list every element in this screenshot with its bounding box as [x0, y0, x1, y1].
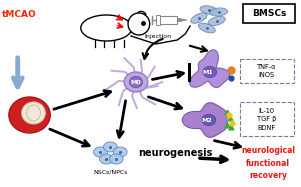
Ellipse shape: [210, 8, 228, 16]
Ellipse shape: [22, 102, 45, 124]
FancyBboxPatch shape: [240, 59, 293, 83]
Bar: [156, 15, 160, 25]
Text: neurogenesis: neurogenesis: [138, 148, 213, 158]
Ellipse shape: [208, 16, 225, 25]
Polygon shape: [177, 18, 187, 22]
Polygon shape: [190, 50, 230, 88]
Text: M0: M0: [131, 79, 141, 85]
Ellipse shape: [81, 15, 132, 41]
Ellipse shape: [104, 142, 117, 152]
Ellipse shape: [203, 67, 217, 77]
Bar: [158, 16, 177, 24]
Ellipse shape: [109, 154, 123, 164]
Ellipse shape: [100, 154, 113, 164]
Ellipse shape: [124, 72, 148, 92]
Ellipse shape: [9, 97, 50, 133]
Text: NSCs/NPCs: NSCs/NPCs: [93, 170, 128, 175]
Polygon shape: [182, 103, 228, 137]
Ellipse shape: [198, 23, 215, 33]
Ellipse shape: [191, 13, 207, 23]
Text: neurological
functional
recovery: neurological functional recovery: [241, 146, 295, 180]
Ellipse shape: [129, 76, 142, 88]
Circle shape: [128, 13, 150, 35]
Text: IL-10
TGF β
BDNF: IL-10 TGF β BDNF: [257, 108, 277, 131]
Text: BMSCs: BMSCs: [252, 8, 286, 18]
Text: Injection: Injection: [144, 34, 171, 39]
FancyBboxPatch shape: [243, 4, 294, 23]
Ellipse shape: [200, 6, 218, 14]
Ellipse shape: [138, 11, 146, 17]
Ellipse shape: [113, 147, 127, 157]
Text: TNF-α
iNOS: TNF-α iNOS: [257, 64, 277, 78]
Ellipse shape: [202, 114, 216, 125]
Text: tMCAO: tMCAO: [2, 10, 37, 19]
FancyBboxPatch shape: [240, 102, 293, 136]
Text: M2: M2: [201, 117, 212, 122]
Text: M1: M1: [203, 70, 213, 74]
Ellipse shape: [94, 147, 107, 157]
